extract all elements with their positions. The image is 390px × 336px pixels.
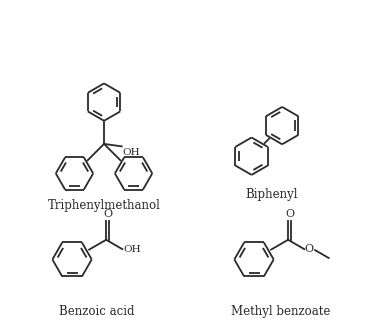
- Text: Triphenylmethanol: Triphenylmethanol: [48, 200, 160, 212]
- Text: OH: OH: [123, 148, 140, 157]
- Text: O: O: [305, 244, 314, 254]
- Text: Biphenyl: Biphenyl: [246, 188, 298, 201]
- Text: OH: OH: [123, 245, 141, 254]
- Text: O: O: [103, 209, 112, 219]
- Text: O: O: [285, 209, 294, 219]
- Text: Methyl benzoate: Methyl benzoate: [231, 305, 331, 318]
- Text: Benzoic acid: Benzoic acid: [59, 305, 135, 318]
